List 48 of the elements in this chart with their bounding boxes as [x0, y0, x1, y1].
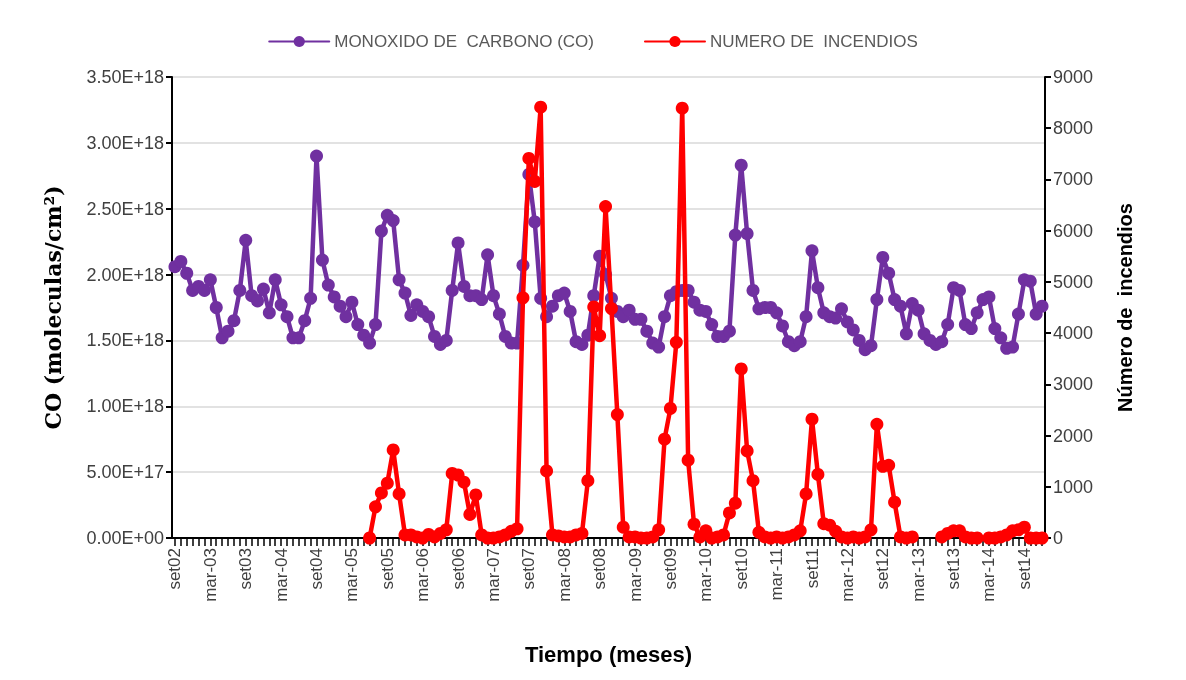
y2-tick-label: 1000: [1053, 476, 1094, 497]
y2-tick-label: 0: [1053, 528, 1064, 548]
x-tick-label: mar-04: [271, 548, 291, 602]
y2-tick-label: 6000: [1053, 220, 1094, 241]
x-tick-label: set14: [1014, 548, 1034, 590]
y-tick-label: 2.00E+18: [86, 264, 164, 285]
y-axis-title: CO (moleculas/cm²): [40, 185, 66, 430]
y2-tick-label: 5000: [1053, 271, 1094, 292]
x-tick-label: mar-11: [767, 548, 787, 601]
x-tick-label: set05: [377, 548, 397, 590]
y-tick-label: 5.00E+17: [86, 462, 164, 483]
y2-tick-label: 4000: [1053, 323, 1094, 344]
x-tick-label: set12: [873, 548, 893, 590]
x-axis-title: Tiempo (meses): [524, 641, 693, 667]
y2-tick-label: 3000: [1053, 374, 1094, 395]
legend-label: MONOXIDO DE CARBONO (CO): [334, 32, 594, 51]
y2-axis-title: Número de incendios: [1114, 203, 1136, 412]
x-tick-label: set09: [660, 548, 680, 590]
x-tick-label: mar-06: [413, 548, 433, 602]
y-tick-label: 3.00E+18: [86, 132, 164, 153]
x-tick-label: set13: [944, 548, 964, 590]
x-tick-label: set04: [307, 548, 327, 590]
x-tick-label: set07: [519, 548, 539, 590]
x-tick-label: mar-13: [908, 548, 928, 602]
x-tick-label: mar-07: [483, 548, 503, 602]
x-tick-label: set08: [590, 548, 610, 590]
x-tick-label: set11: [802, 548, 822, 589]
x-tick-label: mar-08: [554, 548, 574, 602]
legend-label: NUMERO DE INCENDIOS: [709, 32, 918, 51]
y-tick-label: 2.50E+18: [86, 198, 164, 219]
y-tick-label: 1.00E+18: [86, 396, 164, 417]
y2-tick-label: 2000: [1053, 425, 1094, 446]
x-tick-label: set02: [165, 548, 185, 590]
x-tick-label: mar-12: [837, 548, 857, 602]
y2-tick-label: 9000: [1053, 67, 1094, 87]
y2-tick-label: 7000: [1053, 169, 1094, 190]
x-tick-label: set06: [448, 548, 468, 590]
x-tick-label: set10: [731, 548, 751, 590]
y-tick-label: 3.50E+18: [86, 67, 164, 87]
x-tick-label: set03: [236, 548, 256, 590]
x-tick-label: mar-05: [342, 548, 362, 602]
x-tick-label: mar-10: [696, 548, 716, 602]
x-tick-label: mar-03: [200, 548, 220, 602]
x-tick-label: mar-09: [625, 548, 645, 602]
y2-tick-label: 8000: [1053, 118, 1094, 139]
x-tick-label: mar-14: [979, 548, 999, 602]
y-tick-label: 1.50E+18: [86, 330, 164, 351]
y-tick-label: 0.00E+00: [86, 528, 164, 548]
